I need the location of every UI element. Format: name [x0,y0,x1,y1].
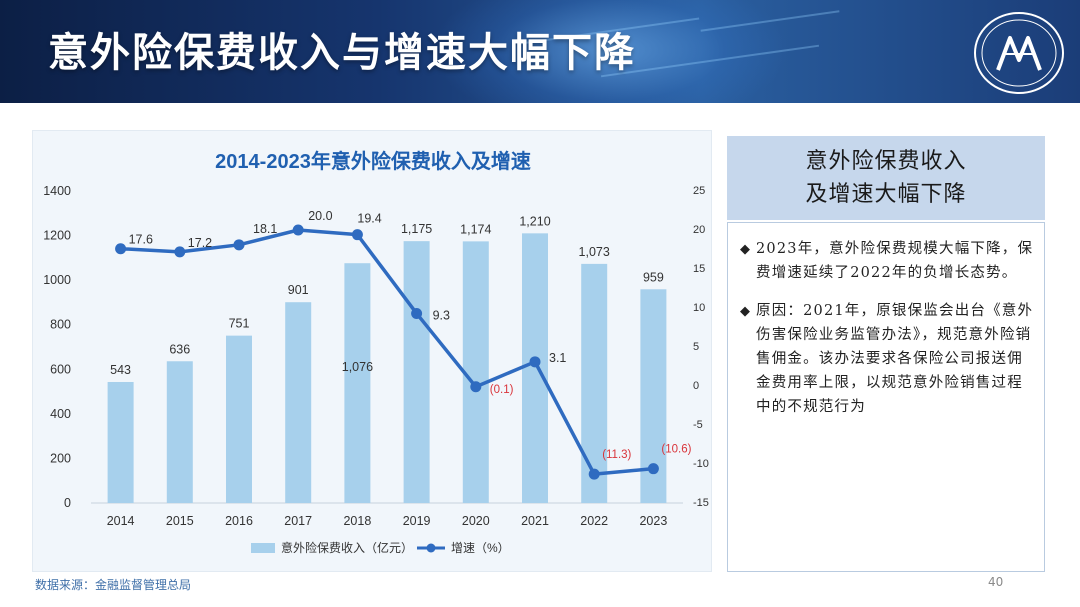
growth-value-label: 17.2 [188,236,212,250]
bullet-text: 2023年，意外险保费规模大幅下降，保费增速延续了2022年的负增长态势。 [756,241,1034,281]
growth-point [470,381,482,393]
growth-value-label: (11.3) [602,449,631,461]
bar-mark [285,302,312,503]
title-banner: 意外险保费收入与增速大幅下降 [0,0,1080,103]
y-right-tick-label: -10 [693,458,709,470]
x-tick-label: 2017 [284,514,312,528]
bar-value-label: 1,175 [401,222,432,236]
summary-line: 及增速大幅下降 [805,182,967,207]
x-tick-label: 2015 [166,514,194,528]
banner-glow [430,0,790,103]
growth-point [588,468,600,480]
y-right-tick-label: 25 [693,185,705,197]
growth-value-label: 17.6 [129,233,153,247]
bar-mark [462,241,489,503]
summary-line: 意外险保费收入 [805,149,967,174]
x-tick-label: 2021 [521,514,549,528]
x-tick-label: 2014 [107,514,135,528]
growth-value-label: 20.0 [308,209,332,223]
growth-value-label: (10.6) [661,444,691,456]
y-right-tick-label: 5 [693,341,699,353]
bar-value-label: 1,076 [342,360,373,374]
bar-value-label: 1,174 [460,222,491,236]
y-right-tick-label: 10 [693,302,705,314]
growth-value-label: (0.1) [490,384,514,396]
y-left-tick-label: 0 [64,496,71,510]
bar-mark [226,335,252,503]
chart-panel: 2014-2023年意外险保费收入及增速 0 200 400 600 800 1000 120… [32,130,712,572]
y-left-tick-label: 1400 [43,184,71,198]
bullet-item: ◆ 原因：2021年，原银保监会出台《意外伤害保险业务监管办法》，规范意外险销售… [740,299,1034,419]
bar-value-label: 901 [288,283,309,297]
y-right-tick-label: 20 [693,224,705,236]
data-source-note: 数据来源：金融监督管理总局 [35,578,192,592]
bar-mark [581,263,608,503]
growth-point [411,307,423,319]
y-left-tick-label: 400 [50,407,71,421]
legend-bar-swatch [251,543,275,553]
bar-mark [107,381,134,503]
diamond-bullet-icon: ◆ [740,304,750,319]
growth-value-label: 18.1 [253,222,277,236]
x-tick-label: 2019 [403,514,431,528]
bar-value-label: 751 [229,317,250,331]
description-box: ◆ 2023年，意外险保费规模大幅下降，保费增速延续了2022年的负增长态势。 … [727,222,1045,572]
y-left-tick-label: 800 [50,318,71,332]
diamond-bullet-icon: ◆ [740,242,750,257]
summary-box: 意外险保费收入 及增速大幅下降 [727,136,1045,220]
premium-growth-chart: 2014-2023年意外险保费收入及增速02004006008001000120… [43,149,709,555]
growth-point [174,246,186,258]
x-tick-label: 2020 [462,514,490,528]
growth-point [529,356,541,368]
page-title: 意外险保费收入与增速大幅下降 [48,30,636,76]
growth-line [120,228,654,476]
y-left-tick-label: 600 [50,362,71,376]
y-right-tick-label: 15 [693,263,705,275]
bar-value-label: 1,210 [519,214,550,228]
bar-mark [166,361,193,503]
growth-point [351,229,363,241]
bar-mark [344,263,371,503]
growth-value-label: 19.4 [357,212,381,226]
bullet-text: 原因：2021年，原银保监会出台《意外伤害保险业务监管办法》，规范意外险销售佣金… [756,303,1034,415]
bar-mark [403,241,430,503]
x-tick-label: 2018 [343,514,371,528]
growth-point [233,239,245,251]
legend-label: 意外险保费收入（亿元） [281,540,413,555]
bar-value-label: 959 [643,270,664,284]
y-left-tick-label: 200 [50,451,71,465]
bar-value-label: 543 [110,363,131,377]
y-right-tick-label: -15 [693,497,709,509]
institute-logo-icon [974,12,1064,94]
legend-line-marker [426,543,436,553]
bar-mark [522,233,548,503]
x-tick-label: 2016 [225,514,253,528]
y-left-tick-label: 1200 [43,229,71,243]
growth-point [292,224,304,236]
growth-value-label: 9.3 [433,308,450,322]
growth-value-label: 3.1 [549,351,566,365]
y-right-tick-label: -5 [693,419,703,431]
chart-title: 2014-2023年意外险保费收入及增速 [215,149,531,173]
x-tick-label: 2023 [639,514,667,528]
y-left-tick-label: 1000 [43,273,71,287]
bullet-item: ◆ 2023年，意外险保费规模大幅下降，保费增速延续了2022年的负增长态势。 [740,237,1034,285]
x-tick-label: 2022 [580,514,608,528]
legend-label: 增速（%） [451,541,510,555]
bar-value-label: 1,073 [579,245,610,259]
page-number: 40 [988,575,1004,589]
growth-point [647,463,659,475]
y-right-tick-label: 0 [693,380,699,392]
bar-value-label: 636 [169,342,190,356]
growth-point [115,243,127,255]
